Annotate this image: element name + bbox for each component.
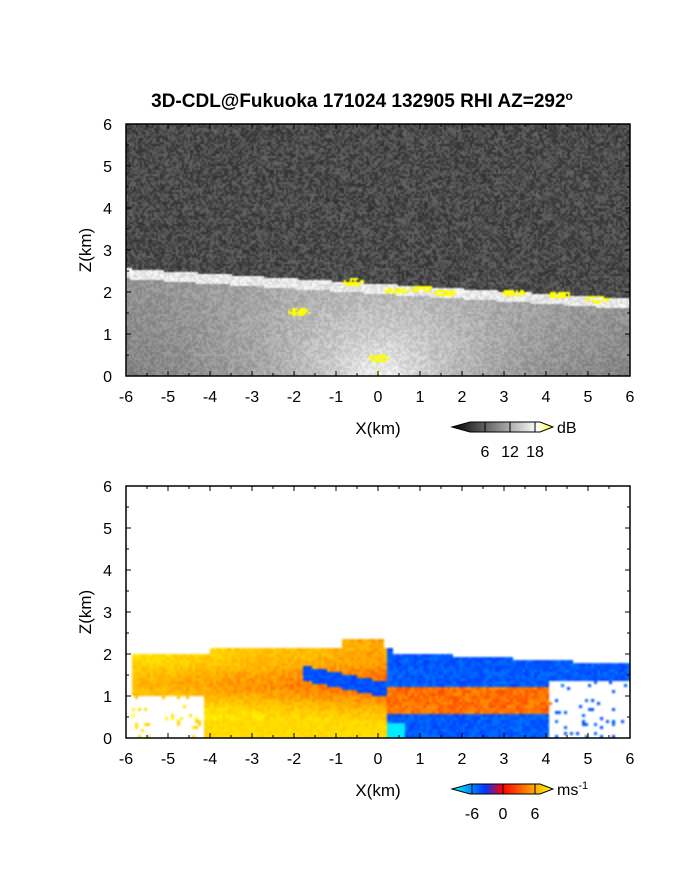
y-tick-label: 3 xyxy=(103,605,112,622)
x-tick-label: -6 xyxy=(119,389,133,406)
x-tick-label: -1 xyxy=(329,389,343,406)
colorbar-velocity: ms-1 -6 0 6 xyxy=(450,780,588,823)
tick-marks-1 xyxy=(125,123,631,377)
y-tick-label: 5 xyxy=(103,521,112,538)
x-tick-label: 6 xyxy=(626,389,635,406)
colorbar-1-ticks xyxy=(484,422,536,432)
x-tick-label: -3 xyxy=(245,751,259,768)
y-tick-label: 3 xyxy=(103,243,112,260)
x-tick-label: -6 xyxy=(119,751,133,768)
y-tick-labels-2: 0 1 2 3 4 5 6 xyxy=(103,479,112,748)
colorbar-reflectivity: dB 6 12 18 xyxy=(450,420,577,461)
colorbar-unit-label: dB xyxy=(557,420,577,437)
x-tick-label: -5 xyxy=(161,389,175,406)
colorbar-tick-label: 0 xyxy=(499,806,508,823)
y-tick-label: 2 xyxy=(103,285,112,302)
y-tick-label: 4 xyxy=(103,201,112,218)
x-tick-label: 1 xyxy=(416,751,425,768)
colorbar-unit-label: ms-1 xyxy=(557,780,588,799)
y-tick-label: 6 xyxy=(103,117,112,134)
x-tick-label: -1 xyxy=(329,751,343,768)
colorbar-tick-label: 6 xyxy=(531,806,540,823)
x-tick-label: 0 xyxy=(374,389,383,406)
x-tick-labels-1: -6 -5 -4 -3 -2 -1 0 1 2 3 4 5 6 xyxy=(119,389,635,406)
y-tick-label: 0 xyxy=(103,731,112,748)
x-tick-label: 4 xyxy=(542,389,551,406)
velocity-panel: -6 -5 -4 -3 -2 -1 0 1 2 3 4 5 6 0 1 2 3 … xyxy=(76,479,635,823)
x-tick-label: 3 xyxy=(500,389,509,406)
x-tick-label: 1 xyxy=(416,389,425,406)
x-tick-label: 2 xyxy=(458,751,467,768)
colorbar-tick-label: 12 xyxy=(501,444,519,461)
colorbar-2-ticks xyxy=(471,784,536,794)
reflectivity-heatmap xyxy=(126,124,630,376)
y-tick-label: 5 xyxy=(103,159,112,176)
x-tick-label: -4 xyxy=(203,751,217,768)
x-tick-label: -3 xyxy=(245,389,259,406)
x-tick-label: -5 xyxy=(161,751,175,768)
x-tick-label: 6 xyxy=(626,751,635,768)
y-tick-labels-1: 0 1 2 3 4 5 6 xyxy=(103,117,112,386)
x-tick-label: 2 xyxy=(458,389,467,406)
y-tick-label: 1 xyxy=(103,327,112,344)
x-axis-label-2: X(km) xyxy=(355,781,400,800)
y-axis-label-2: Z(km) xyxy=(76,590,95,634)
x-tick-label: 5 xyxy=(584,751,593,768)
y-axis-label-1: Z(km) xyxy=(76,228,95,272)
x-tick-label: -2 xyxy=(287,751,301,768)
x-axis-label-1: X(km) xyxy=(355,419,400,438)
x-tick-label: 5 xyxy=(584,389,593,406)
tick-marks-2 xyxy=(125,485,631,739)
x-tick-label: 4 xyxy=(542,751,551,768)
colorbar-tick-label: -6 xyxy=(465,806,479,823)
y-tick-label: 6 xyxy=(103,479,112,496)
x-tick-label: -2 xyxy=(287,389,301,406)
x-tick-label: 3 xyxy=(500,751,509,768)
velocity-heatmap xyxy=(126,486,630,738)
x-tick-labels-2: -6 -5 -4 -3 -2 -1 0 1 2 3 4 5 6 xyxy=(119,751,635,768)
colorbar-tick-label: 18 xyxy=(526,444,544,461)
y-tick-label: 2 xyxy=(103,647,112,664)
colorbar-1 xyxy=(450,421,555,433)
y-tick-label: 4 xyxy=(103,563,112,580)
colorbar-tick-label: 6 xyxy=(481,444,490,461)
chart-title: 3D-CDL@Fukuoka 171024 132905 RHI AZ=292o xyxy=(151,89,573,112)
y-tick-label: 0 xyxy=(103,369,112,386)
x-tick-label: -4 xyxy=(203,389,217,406)
y-tick-label: 1 xyxy=(103,689,112,706)
x-tick-label: 0 xyxy=(374,751,383,768)
reflectivity-panel: -6 -5 -4 -3 -2 -1 0 1 2 3 4 5 6 0 1 2 3 … xyxy=(76,117,635,461)
